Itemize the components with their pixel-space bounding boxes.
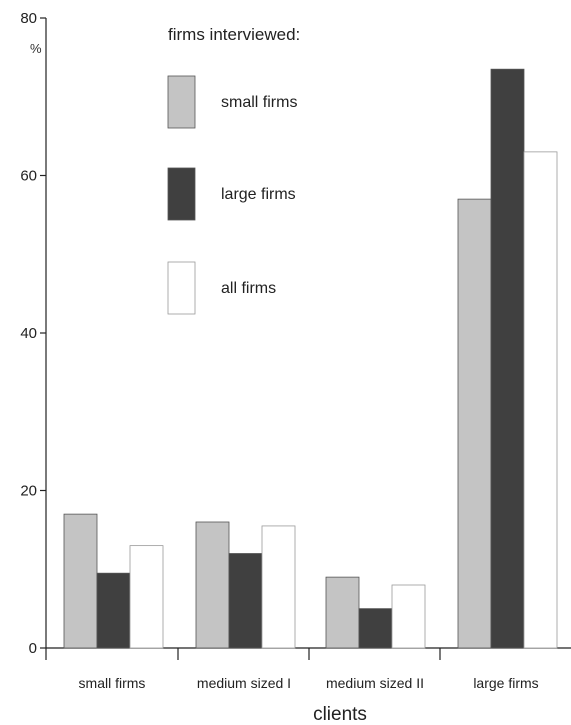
x-category-label: medium sized II <box>326 675 424 691</box>
y-tick-label: 0 <box>29 640 37 657</box>
x-category-label: large firms <box>473 675 538 691</box>
x-axis-categories: small firms medium sized I medium sized II… <box>79 675 539 691</box>
bar-small-firms-medium-sized-I <box>196 522 229 648</box>
y-tick-label: 80 <box>20 10 37 27</box>
bar-all-firms-medium-sized-II <box>392 585 425 648</box>
legend-label: large firms <box>221 186 296 203</box>
y-tick-label: 40 <box>20 325 37 342</box>
bar-small-firms-large-firms <box>458 199 491 648</box>
x-axis-label: clients <box>313 704 367 725</box>
bar-small-firms-small-firms <box>64 514 97 648</box>
bar-large-firms-small-firms <box>97 573 130 648</box>
y-tick-label: 20 <box>20 483 37 500</box>
bar-all-firms-medium-sized-I <box>262 526 295 648</box>
bar-large-firms-medium-sized-II <box>359 609 392 648</box>
legend-swatch <box>168 262 195 314</box>
legend-label: small firms <box>221 94 297 111</box>
legend-swatch <box>168 168 195 220</box>
bar-small-firms-medium-sized-II <box>326 577 359 648</box>
y-tick-label: 60 <box>20 168 37 185</box>
legend-title: firms interviewed: <box>168 25 300 44</box>
legend-label: all firms <box>221 280 276 297</box>
bars <box>64 69 557 648</box>
legend: small firms large firms all firms <box>168 76 297 314</box>
bar-large-firms-medium-sized-I <box>229 554 262 649</box>
bar-all-firms-small-firms <box>130 546 163 648</box>
legend-swatch <box>168 76 195 128</box>
x-category-label: medium sized I <box>197 675 291 691</box>
bar-all-firms-large-firms <box>524 152 557 648</box>
bar-large-firms-large-firms <box>491 69 524 648</box>
x-category-label: small firms <box>79 675 146 691</box>
y-axis-unit-label: % <box>30 41 42 56</box>
y-axis-ticks: 0 20 40 60 80 <box>20 10 46 657</box>
